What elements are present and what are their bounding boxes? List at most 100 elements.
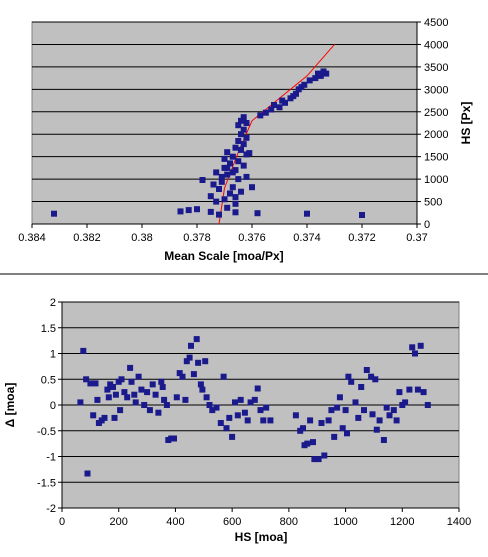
data-point xyxy=(251,396,258,403)
y-tick-label: 1500 xyxy=(424,152,448,164)
data-point xyxy=(206,402,213,408)
data-point xyxy=(363,367,370,373)
data-point xyxy=(218,173,225,180)
data-point xyxy=(331,433,338,440)
y-tick-label: -1.5 xyxy=(37,477,56,489)
data-point xyxy=(221,196,228,203)
data-point xyxy=(177,208,184,215)
data-point xyxy=(232,209,239,216)
data-point xyxy=(101,414,108,421)
data-point xyxy=(235,158,242,165)
data-point xyxy=(238,146,244,153)
data-point xyxy=(229,184,236,191)
x-tick-label: 0.37 xyxy=(406,232,427,244)
x-tick-label: 0.38 xyxy=(131,232,152,244)
data-point xyxy=(124,394,131,401)
data-point xyxy=(104,386,111,393)
data-point xyxy=(246,150,253,157)
data-point xyxy=(188,342,194,349)
data-point xyxy=(254,210,261,217)
y-tick-label: -0.5 xyxy=(37,426,56,438)
x-tick-label: 0.382 xyxy=(73,232,101,244)
data-point xyxy=(87,380,94,387)
chart-1-fit-line xyxy=(218,44,335,225)
data-point xyxy=(244,417,251,424)
data-point xyxy=(390,407,397,414)
data-point xyxy=(185,207,192,214)
x-tick-label: 1000 xyxy=(333,516,357,528)
data-point xyxy=(221,155,228,162)
data-point xyxy=(209,407,216,414)
data-point xyxy=(190,371,197,378)
y-tick-label: 500 xyxy=(424,197,442,209)
data-point xyxy=(271,102,277,108)
y-tick-label: 0 xyxy=(424,219,430,231)
data-point xyxy=(155,409,162,416)
chart-1-x-axis: 0.384 0.382 0.38 0.378 0.376 0.374 0.372 0.37 xyxy=(18,223,428,244)
data-point xyxy=(240,162,247,169)
data-point xyxy=(279,97,286,104)
data-point xyxy=(144,389,151,396)
chart-2-y-axis-title: Δ [moa] xyxy=(3,383,17,428)
data-point xyxy=(321,452,328,459)
data-point xyxy=(217,420,224,426)
data-point xyxy=(90,412,97,419)
data-point xyxy=(310,439,316,446)
y-tick-label: 0.5 xyxy=(41,374,56,386)
data-point xyxy=(112,391,119,398)
y-tick-label: 4000 xyxy=(424,39,448,51)
x-tick-label: 0.372 xyxy=(348,232,376,244)
data-point xyxy=(232,399,238,406)
data-point xyxy=(393,417,400,424)
data-point xyxy=(414,386,421,393)
data-point xyxy=(141,402,148,408)
data-point xyxy=(224,204,231,211)
x-tick-label: 1400 xyxy=(447,516,471,528)
x-tick-label: 800 xyxy=(280,516,298,528)
data-point xyxy=(207,193,214,200)
data-point xyxy=(179,373,186,380)
data-point xyxy=(235,138,242,144)
data-point xyxy=(304,440,311,447)
data-point xyxy=(268,106,275,113)
data-point xyxy=(234,412,241,419)
data-point xyxy=(194,206,200,213)
data-point xyxy=(243,134,250,141)
data-point xyxy=(315,456,322,463)
data-point xyxy=(304,210,310,217)
data-point xyxy=(383,404,390,411)
data-point xyxy=(300,425,306,432)
data-point xyxy=(235,122,242,129)
data-point xyxy=(345,373,352,380)
y-tick-label: 1.5 xyxy=(41,323,56,335)
data-point xyxy=(171,435,177,442)
x-tick-label: 1200 xyxy=(390,516,414,528)
y-tick-label: -1 xyxy=(46,452,56,464)
data-point xyxy=(235,176,242,183)
data-point xyxy=(369,411,376,418)
data-point xyxy=(312,75,319,82)
data-point xyxy=(77,399,84,406)
hs-vs-delta-chart: -2 -1.5 -1 -0.5 0 0.5 1 1.5 2 0 200 400 600 800 1000 1… xyxy=(3,297,471,544)
chart-2-x-axis-title: HS [moa] xyxy=(235,530,288,544)
data-point xyxy=(224,149,231,156)
data-point xyxy=(203,394,210,401)
chart-1-gridlines xyxy=(32,21,417,225)
data-point xyxy=(199,177,206,183)
data-point xyxy=(290,93,297,100)
data-point xyxy=(315,70,321,77)
data-point xyxy=(229,433,236,440)
data-point xyxy=(149,381,156,388)
data-point xyxy=(334,404,341,411)
data-point xyxy=(267,417,274,424)
data-point xyxy=(202,358,209,365)
data-point xyxy=(152,391,159,398)
x-tick-label: 0.374 xyxy=(293,232,321,244)
data-point xyxy=(92,380,99,387)
data-point xyxy=(311,456,318,463)
data-point xyxy=(173,394,180,401)
data-point xyxy=(368,373,375,380)
data-point xyxy=(260,417,267,424)
data-point xyxy=(292,412,299,419)
